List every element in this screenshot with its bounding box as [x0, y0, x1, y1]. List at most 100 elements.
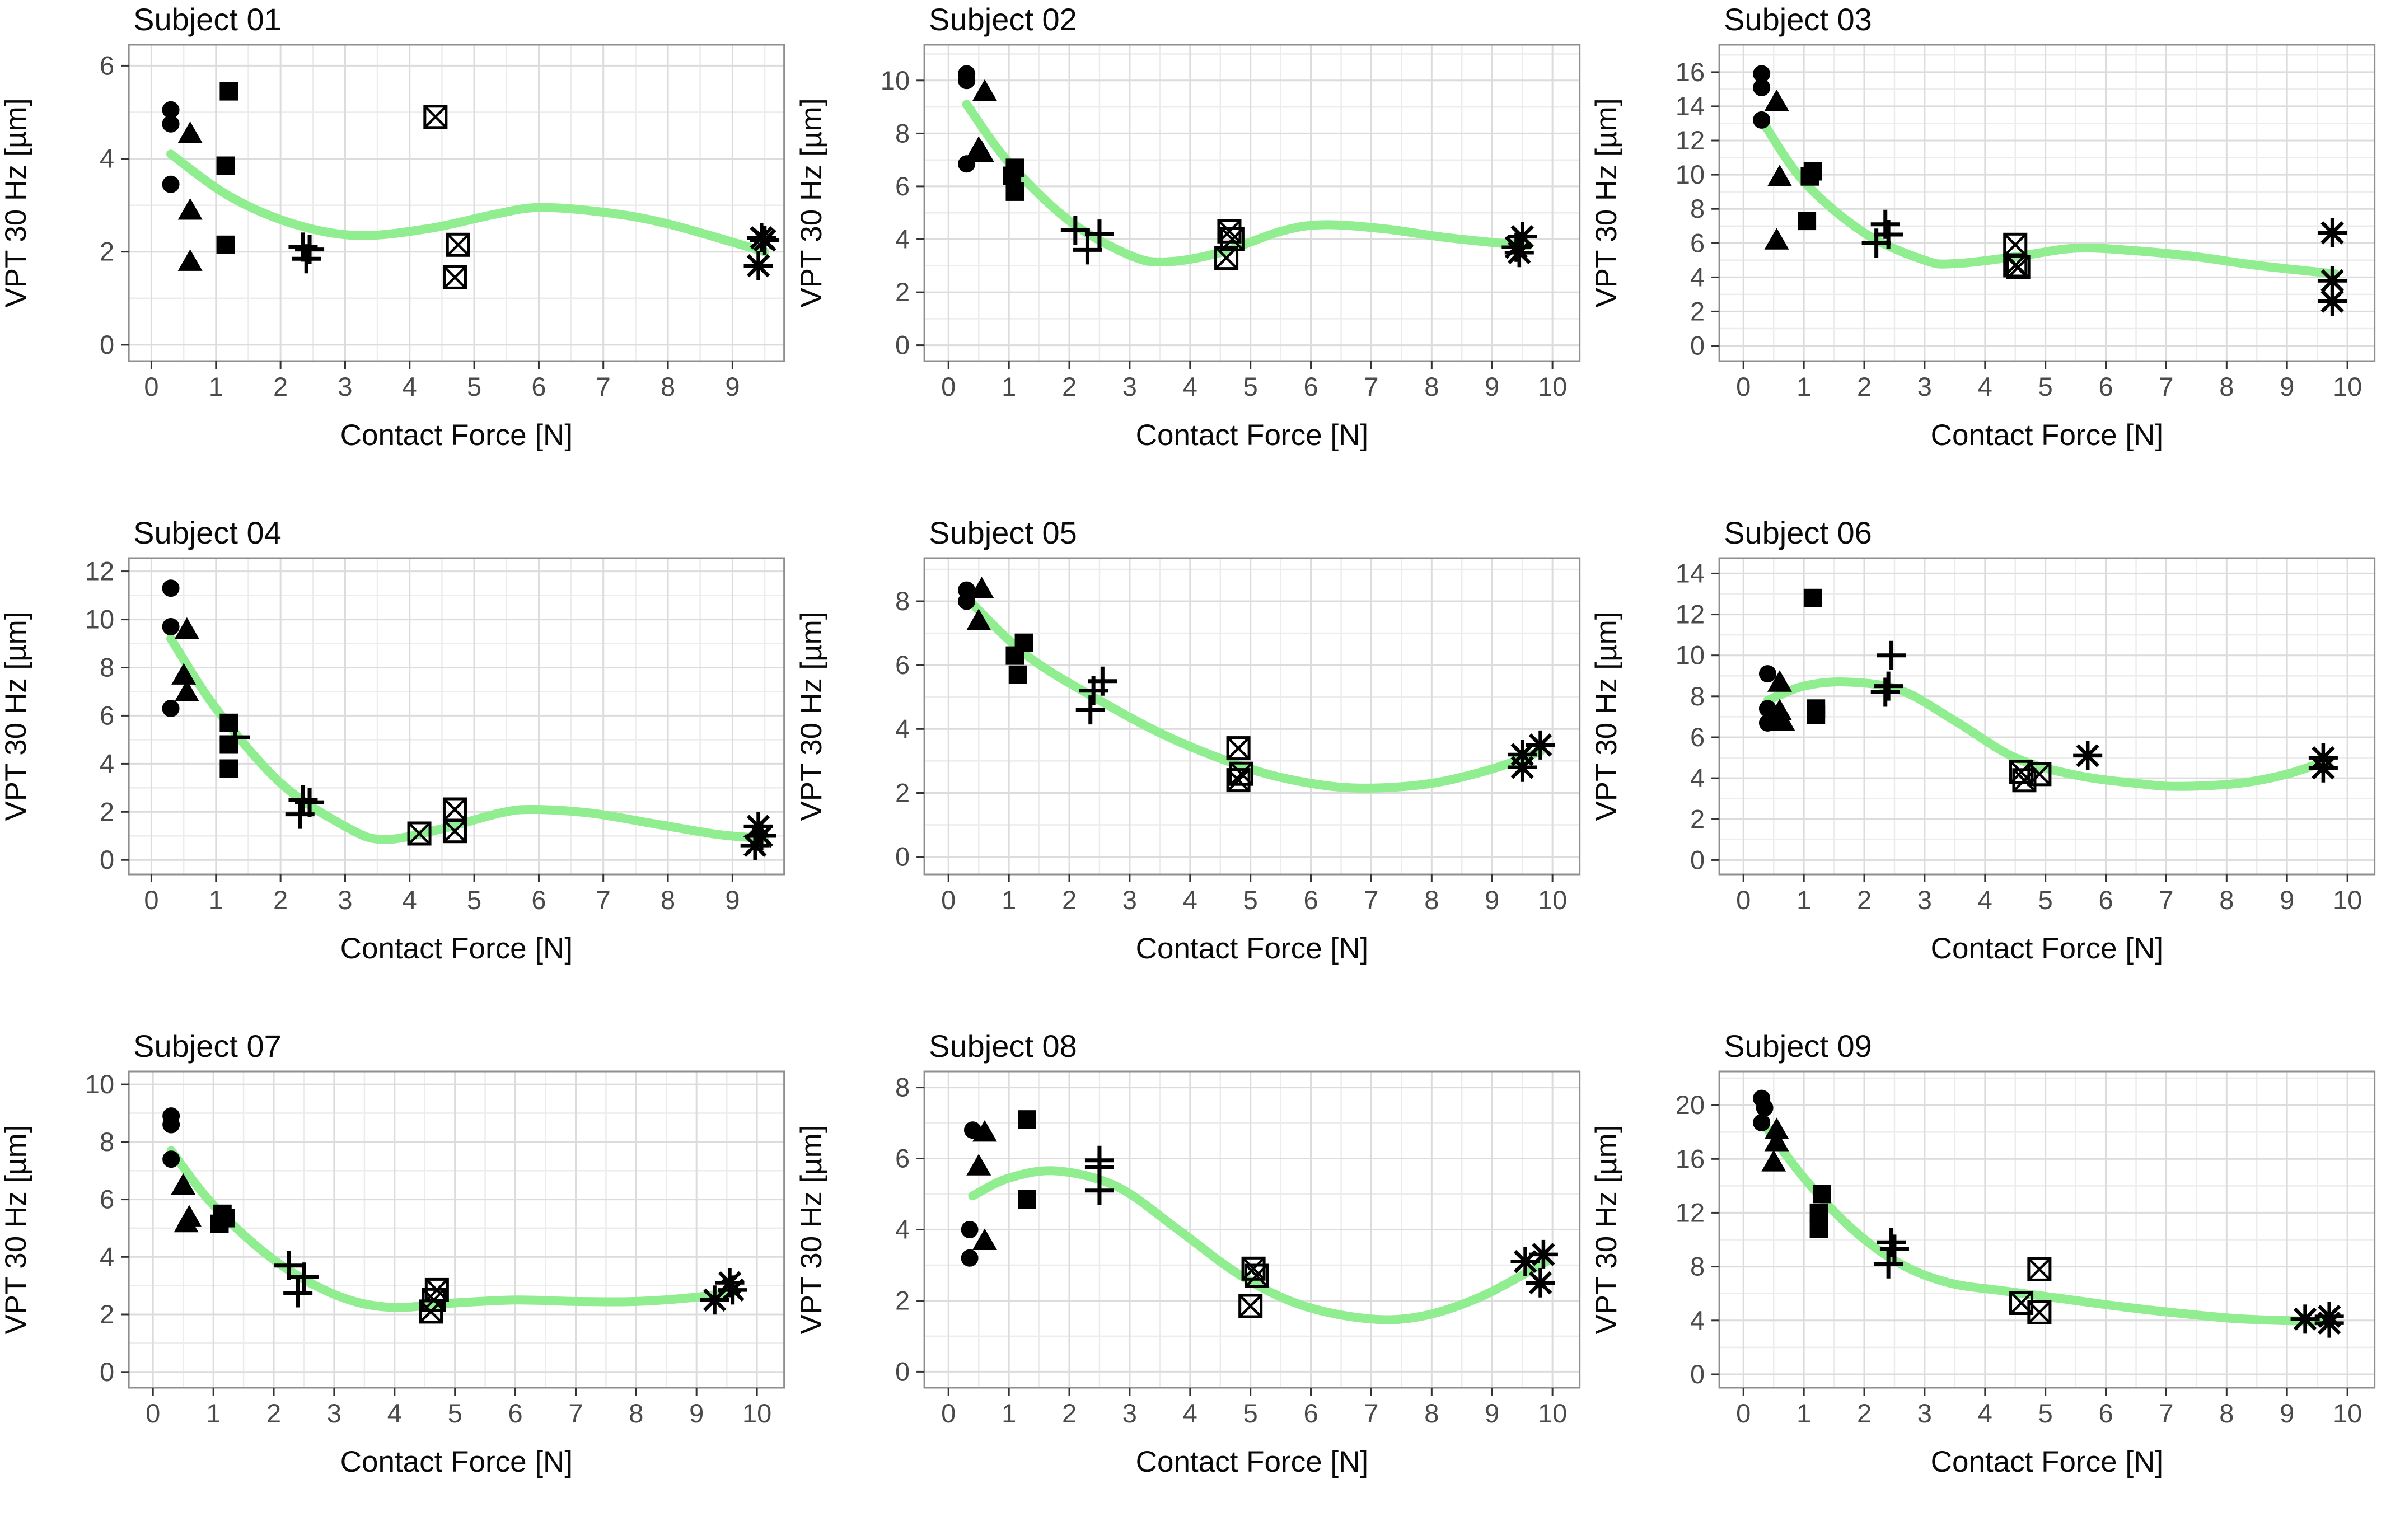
x-tick-label: 3 [338, 372, 352, 401]
y-tick-label: 2 [100, 1299, 114, 1329]
data-point-filled-square [219, 82, 238, 101]
data-point-filled-square [1800, 167, 1819, 186]
series-filled-triangle [1764, 89, 1793, 250]
series-filled-triangle [177, 121, 203, 271]
x-tick-label: 1 [1796, 1398, 1811, 1428]
data-point-boxed-x [2006, 255, 2031, 279]
x-tick-label: 1 [1796, 372, 1811, 401]
x-tick-label: 3 [338, 885, 352, 915]
gridlines [129, 558, 784, 874]
data-point-filled-square [1005, 646, 1024, 665]
x-tick-label: 5 [467, 885, 481, 915]
data-point-filled-square [1008, 665, 1027, 684]
y-tick-label: 0 [100, 845, 114, 874]
y-tick-label: 4 [1690, 763, 1705, 793]
chart-title: Subject 06 [1724, 515, 1872, 550]
data-point-asterisk [2318, 218, 2347, 247]
y-tick-label: 4 [1690, 262, 1705, 292]
data-point-plus [1877, 1228, 1906, 1257]
x-tick-label: 3 [1917, 1398, 1932, 1428]
data-point-filled-square [1005, 182, 1024, 201]
x-tick-label: 0 [941, 372, 956, 401]
x-tick-label: 3 [1917, 885, 1932, 915]
data-point-plus [285, 799, 315, 829]
x-axis-label: Contact Force [N] [340, 932, 573, 965]
series-plus [1874, 1228, 1910, 1279]
data-point-asterisk [1526, 730, 1555, 760]
subplot-subject-01: 0 1 2 3 4 5 6 7 8 9 0 2 4 6 Subject 01 Contact Force [N… [0, 0, 796, 513]
x-tick-label: 7 [568, 1398, 583, 1428]
y-tick-label: 8 [1690, 194, 1705, 223]
x-tick-label: 8 [661, 372, 675, 401]
x-tick-label: 7 [1364, 372, 1378, 401]
data-point-boxed-x [442, 819, 467, 844]
y-axis-label: VPT 30 Hz [µm] [1590, 611, 1623, 821]
series-boxed-x [2009, 1257, 2052, 1324]
data-point-filled-triangle [969, 140, 994, 162]
data-point-filled-triangle [177, 198, 203, 220]
x-tick-label: 9 [2280, 885, 2294, 915]
panel-border [923, 44, 1580, 362]
y-tick-label: 8 [1690, 1252, 1705, 1281]
series-boxed-x [2003, 232, 2031, 279]
data-point-boxed-x [2027, 1257, 2052, 1281]
series-plus [221, 723, 325, 829]
x-axis-label: Contact Force [N] [1931, 1445, 2163, 1478]
x-tick-label: 2 [273, 885, 288, 915]
y-tick-label: 8 [100, 1127, 114, 1157]
series-asterisk [2318, 218, 2347, 316]
subplot-subject-02: 0 1 2 3 4 5 6 7 8 9 10 0 2 4 6 8 10 Subject 02 Contact For… [796, 0, 1591, 513]
y-tick-label: 10 [1676, 640, 1705, 670]
data-point-filled-triangle [177, 249, 203, 271]
x-tick-label: 6 [1303, 885, 1318, 915]
panel-border [128, 44, 785, 362]
x-tick-label: 2 [1062, 885, 1077, 915]
data-point-plus [288, 785, 318, 815]
x-tick-label: 6 [2099, 1398, 2113, 1428]
x-tick-label: 9 [725, 885, 740, 915]
series-filled-square [1809, 1185, 1832, 1238]
x-tick-label: 2 [1857, 372, 1872, 401]
axis-ticks: 0 1 2 3 4 5 6 7 8 9 10 0 2 4 6 8 [895, 1073, 1567, 1428]
data-point-asterisk [2309, 753, 2338, 783]
y-tick-label: 0 [895, 1356, 910, 1386]
y-tick-label: 2 [895, 1286, 910, 1316]
smooth-curve [166, 149, 770, 256]
y-tick-label: 4 [100, 144, 114, 174]
data-point-filled-square [219, 759, 238, 778]
data-point-filled-square [216, 156, 235, 175]
x-tick-label: 10 [1538, 372, 1567, 401]
chart-title: Subject 02 [929, 2, 1077, 37]
x-tick-label: 2 [273, 372, 288, 401]
x-tick-label: 8 [1424, 372, 1439, 401]
series-filled-square [216, 82, 238, 254]
y-tick-label: 10 [85, 605, 114, 634]
data-point-plus [1060, 216, 1090, 245]
x-tick-label: 7 [596, 885, 611, 915]
data-point-filled-square [210, 1214, 229, 1233]
y-tick-label: 4 [895, 1215, 910, 1244]
series-filled-triangle [171, 1173, 202, 1233]
data-point-asterisk [1507, 752, 1537, 782]
data-point-boxed-x [2027, 762, 2052, 787]
data-point-filled-square [1807, 705, 1826, 724]
data-point-filled-square [1002, 166, 1021, 185]
data-point-asterisk [1504, 238, 1534, 268]
y-tick-label: 10 [85, 1069, 114, 1099]
series-filled-square [210, 1204, 235, 1233]
subplot-subject-03: 0 1 2 3 4 5 6 7 8 9 10 0 2 4 6 8 10 12 14 16 Subject 03 Conta… [1590, 0, 2386, 513]
data-point-plus [1078, 676, 1108, 705]
x-tick-label: 8 [629, 1398, 643, 1428]
data-point-filled-triangle [1767, 165, 1793, 186]
data-point-filled-circle [1753, 65, 1771, 83]
x-tick-label: 10 [2333, 1398, 2362, 1428]
data-point-plus [1075, 695, 1105, 725]
x-tick-label: 5 [2038, 885, 2053, 915]
data-point-plus [292, 244, 321, 274]
data-point-filled-triangle [969, 577, 994, 598]
y-tick-label: 8 [895, 118, 910, 148]
series-boxed-x [1238, 1256, 1269, 1318]
data-point-plus [1084, 219, 1114, 249]
series-plus [288, 232, 325, 274]
